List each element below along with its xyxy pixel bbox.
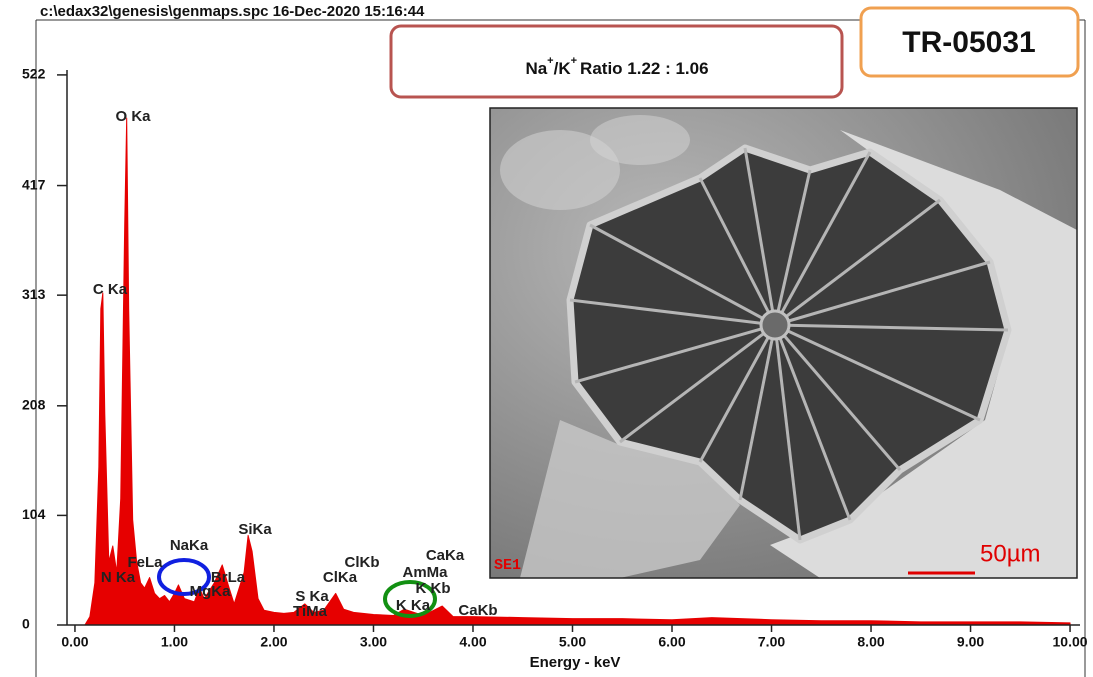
y-tick-label: 0 [22,616,30,632]
x-tick-label: 3.00 [360,634,387,650]
peak-label: NaKa [170,537,209,554]
peak-label: CaKb [458,602,497,619]
y-tick-label: 417 [22,176,46,192]
ratio-part: Na [525,59,547,78]
peak-label: CaKa [426,547,465,564]
peak-label: SiKa [238,521,272,538]
file-header: c:\edax32\genesis\genmaps.spc 16-Dec-202… [40,3,425,20]
ratio-part: /K [554,59,572,78]
peak-label: AmMa [402,564,448,581]
sem-blob [590,115,690,165]
peak-label: FeLa [127,554,163,571]
ratio-part: Ratio 1.22 : 1.06 [580,59,709,78]
y-tick-label: 522 [22,66,46,82]
x-tick-label: 9.00 [957,634,984,650]
y-tick-label: 104 [22,506,46,522]
peak-label: ClKb [345,554,380,571]
x-tick-label: 1.00 [161,634,188,650]
peak-label: ClKa [323,569,358,586]
x-tick-label: 2.00 [260,634,287,650]
peak-label: BrLa [211,569,246,586]
sample-id: TR-05031 [902,26,1035,59]
peak-label: N Ka [101,569,136,586]
y-tick-label: 208 [22,397,46,413]
scale-label: 50µm [980,540,1041,567]
peak-label: TiMa [293,603,328,620]
x-tick-label: 7.00 [758,634,785,650]
x-tick-label: 10.00 [1053,634,1088,650]
sem-image [490,108,1077,578]
x-axis-title: Energy - keV [530,654,621,671]
y-tick-label: 313 [22,286,46,302]
ratio-part: + [571,55,577,67]
x-tick-label: 0.00 [61,634,88,650]
peak-label: K Kb [416,580,451,597]
peak-label: C Ka [93,281,128,298]
x-tick-label: 4.00 [459,634,486,650]
x-tick-label: 6.00 [658,634,685,650]
eds-screenshot: c:\edax32\genesis\genmaps.spc 16-Dec-202… [0,0,1093,677]
sem-mode: SE1 [494,557,521,574]
x-tick-label: 5.00 [559,634,586,650]
x-tick-label: 8.00 [857,634,884,650]
peak-label: K Ka [396,597,431,614]
sem-center [761,311,789,339]
peak-label: O Ka [115,108,151,125]
